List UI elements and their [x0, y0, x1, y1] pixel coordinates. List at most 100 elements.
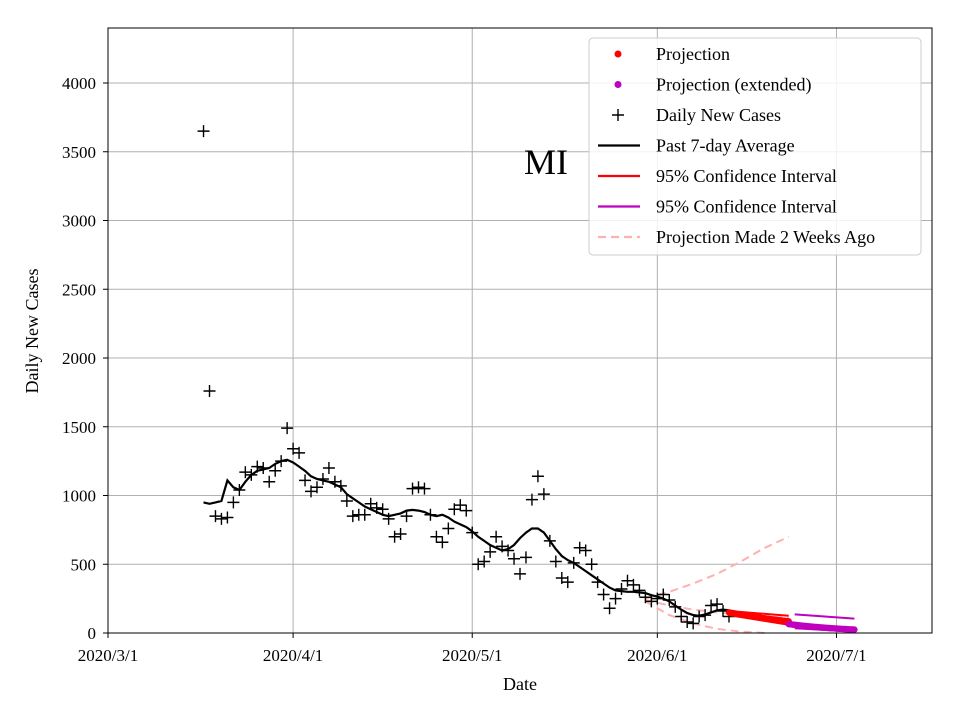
daily-case-point — [227, 496, 240, 509]
daily-case-point — [633, 584, 646, 597]
daily-case-point — [561, 576, 574, 589]
legend-label: 95% Confidence Interval — [656, 197, 837, 217]
daily-case-point — [460, 504, 473, 517]
y-axis-label: Daily New Cases — [22, 269, 42, 394]
daily-case-point — [388, 530, 401, 543]
daily-case-point — [699, 609, 712, 622]
daily-case-point — [275, 455, 288, 468]
daily-case-point — [687, 617, 700, 630]
y-tick-label: 500 — [71, 555, 97, 574]
legend-item: Projection — [614, 44, 730, 64]
daily-case-point — [514, 567, 526, 580]
daily-case-point — [436, 536, 449, 549]
daily-case-point — [609, 592, 622, 605]
daily-case-point — [675, 610, 688, 623]
daily-case-point — [394, 528, 407, 540]
daily-case-point — [406, 482, 419, 495]
daily-case-point — [585, 558, 598, 571]
daily-new-cases — [197, 125, 735, 630]
x-tick-label: 2020/4/1 — [263, 646, 323, 665]
legend-item: 95% Confidence Interval — [598, 197, 837, 217]
daily-case-point — [567, 556, 580, 569]
daily-case-point — [454, 499, 467, 512]
y-tick-label: 0 — [88, 624, 97, 643]
daily-case-point — [502, 544, 515, 557]
x-tick-label: 2020/5/1 — [442, 646, 502, 665]
legend-label: Projection (extended) — [656, 75, 811, 96]
daily-case-point — [627, 578, 640, 591]
daily-case-point — [203, 385, 216, 397]
daily-case-point — [293, 446, 306, 459]
daily-case-point — [310, 481, 323, 494]
legend-label: Daily New Cases — [656, 105, 781, 125]
daily-case-point — [508, 552, 521, 565]
y-tick-label: 3500 — [62, 143, 96, 162]
x-tick-label: 2020/3/1 — [78, 646, 138, 665]
legend-item: Daily New Cases — [612, 105, 781, 125]
daily-case-point — [197, 125, 210, 138]
legend: Projection Projection (extended) Daily New… — [588, 37, 922, 256]
daily-case-point — [591, 576, 604, 589]
y-tick-label: 1500 — [62, 418, 96, 437]
daily-case-point — [711, 598, 724, 611]
extended-ci-upper — [794, 613, 855, 620]
daily-case-point — [645, 595, 658, 608]
legend-item: 95% Confidence Interval — [598, 166, 837, 186]
plot-frame — [107, 27, 933, 634]
x-axis-label: Date — [503, 674, 537, 694]
y-tick-label: 2500 — [62, 280, 96, 299]
projection-extended-point — [851, 626, 858, 633]
daily-case-point — [657, 588, 670, 601]
y-tick-label: 3000 — [62, 212, 96, 231]
past-7day-average — [203, 458, 730, 617]
daily-case-point — [358, 508, 371, 521]
daily-case-point — [663, 594, 676, 606]
legend-label: Past 7-day Average — [656, 136, 795, 156]
daily-case-point — [531, 470, 544, 483]
daily-case-point — [299, 474, 312, 487]
daily-case-point — [334, 479, 347, 492]
daily-case-point — [573, 541, 586, 554]
daily-case-point — [215, 512, 228, 525]
two-weeks-ago-upper-line — [645, 535, 790, 600]
daily-case-point — [370, 501, 383, 514]
daily-case-point — [681, 616, 694, 628]
daily-case-point — [257, 462, 270, 474]
grid — [107, 28, 932, 634]
legend-item: Projection (extended) — [614, 75, 811, 96]
daily-case-point — [430, 530, 443, 543]
y-tick-label: 4000 — [62, 74, 96, 93]
daily-case-point — [603, 602, 616, 615]
daily-case-point — [418, 482, 431, 495]
daily-case-point — [693, 610, 706, 623]
daily-case-point — [484, 545, 497, 558]
daily-case-point — [537, 488, 550, 501]
y-tick-label: 1000 — [62, 487, 96, 506]
legend-marker — [614, 50, 622, 58]
daily-case-point — [245, 468, 258, 481]
daily-case-point — [490, 530, 503, 543]
daily-case-point — [669, 600, 682, 613]
daily-case-point — [221, 511, 234, 524]
daily-case-point — [549, 555, 562, 568]
legend-box — [588, 37, 922, 256]
y-tick-label: 2000 — [62, 349, 96, 368]
legend-marker — [614, 81, 622, 88]
legend-item: Projection Made 2 Weeks Ago — [598, 227, 875, 247]
daily-case-point — [400, 510, 413, 523]
daily-case-point — [472, 558, 485, 571]
daily-case-point — [579, 544, 592, 557]
daily-case-point — [269, 464, 282, 477]
legend-item: Past 7-day Average — [598, 136, 795, 156]
legend-marker — [612, 109, 624, 121]
average-line — [203, 458, 730, 617]
legend-label: 95% Confidence Interval — [656, 166, 837, 186]
daily-case-point — [263, 475, 276, 488]
daily-case-point — [525, 493, 538, 506]
daily-case-point — [705, 599, 718, 612]
daily-case-point — [316, 473, 329, 485]
two-weeks-ago-lower-line — [644, 600, 765, 634]
daily-case-point — [281, 422, 294, 435]
daily-case-point — [466, 526, 479, 539]
daily-case-point — [597, 588, 610, 601]
